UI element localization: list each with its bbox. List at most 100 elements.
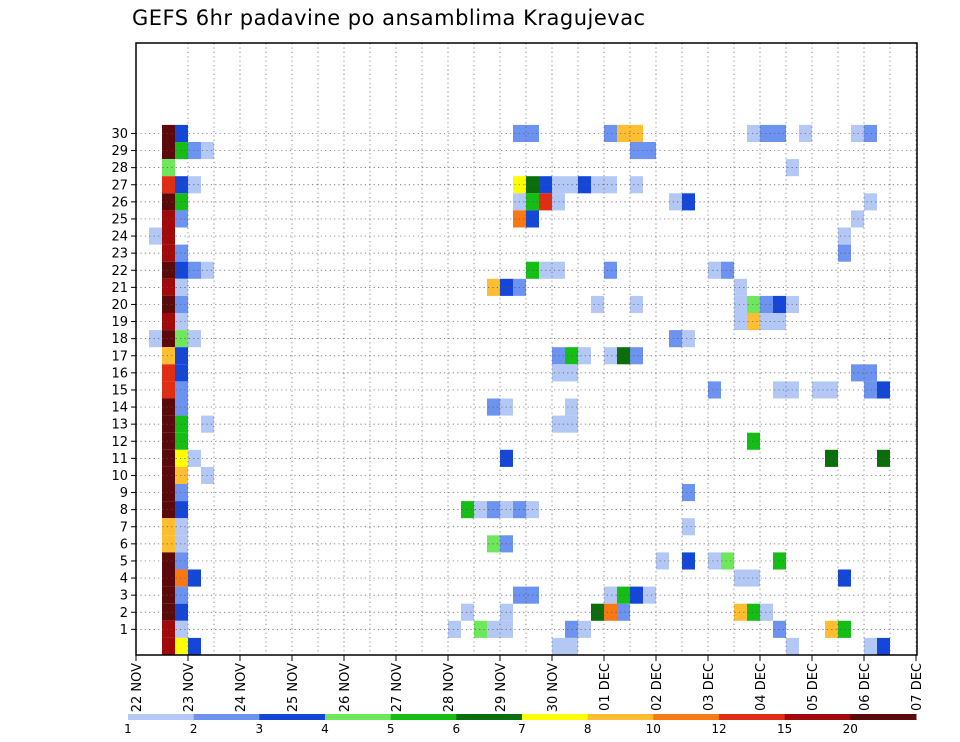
heatmap-cell bbox=[175, 552, 188, 570]
heatmap-cell bbox=[630, 142, 643, 160]
y-tick-label: 4 bbox=[120, 572, 128, 587]
heatmap-cell bbox=[175, 330, 188, 348]
heatmap-cell bbox=[162, 313, 175, 331]
heatmap-cell bbox=[682, 552, 695, 570]
x-tick-label: 27 NOV bbox=[390, 663, 405, 712]
heatmap-cell bbox=[162, 466, 175, 484]
legend-color-swatch bbox=[325, 714, 392, 720]
heatmap-cell bbox=[175, 449, 188, 467]
y-tick-label: 28 bbox=[111, 161, 128, 176]
heatmap-cell bbox=[461, 603, 474, 621]
heatmap-cell bbox=[188, 330, 201, 348]
heatmap-cell bbox=[630, 124, 643, 142]
legend-label: 7 bbox=[518, 722, 526, 736]
heatmap-cell bbox=[864, 124, 877, 142]
x-tick-label: 05 DEC bbox=[806, 663, 821, 711]
heatmap-cell bbox=[162, 261, 175, 279]
heatmap-cell bbox=[669, 193, 682, 211]
heatmap-cell bbox=[708, 261, 721, 279]
heatmap-cell bbox=[604, 124, 617, 142]
heatmap-cell bbox=[682, 193, 695, 211]
y-tick-label: 26 bbox=[111, 195, 128, 210]
x-tick-label: 07 DEC bbox=[910, 663, 925, 711]
y-tick-label: 13 bbox=[111, 418, 128, 433]
heatmap-cell bbox=[578, 620, 591, 638]
heatmap-cell bbox=[175, 347, 188, 365]
heatmap-cell bbox=[175, 484, 188, 502]
heatmap-cell bbox=[630, 295, 643, 313]
heatmap-cell bbox=[188, 637, 201, 655]
heatmap-cell bbox=[604, 603, 617, 621]
x-tick-label: 02 DEC bbox=[650, 663, 665, 711]
heatmap-cell bbox=[162, 603, 175, 621]
heatmap-cell bbox=[175, 244, 188, 262]
y-tick-label: 11 bbox=[111, 452, 128, 467]
x-tick-label: 25 NOV bbox=[286, 663, 301, 712]
heatmap-cell bbox=[175, 176, 188, 194]
heatmap-cell bbox=[864, 364, 877, 382]
heatmap-cell bbox=[734, 569, 747, 587]
heatmap-cell bbox=[604, 261, 617, 279]
heatmap-cell bbox=[162, 432, 175, 450]
legend-label: 10 bbox=[646, 722, 661, 736]
heatmap-cell bbox=[175, 261, 188, 279]
y-tick-label: 16 bbox=[111, 366, 128, 381]
heatmap-cell bbox=[175, 124, 188, 142]
heatmap-cell bbox=[162, 586, 175, 604]
y-tick-label: 8 bbox=[120, 503, 128, 518]
heatmap-cell bbox=[578, 176, 591, 194]
legend-label: 4 bbox=[321, 722, 329, 736]
heatmap-cell bbox=[760, 295, 773, 313]
legend-label: 5 bbox=[387, 722, 395, 736]
heatmap-cell bbox=[175, 278, 188, 296]
heatmap-cells bbox=[149, 124, 890, 655]
heatmap-cell bbox=[175, 466, 188, 484]
heatmap-cell bbox=[162, 347, 175, 365]
x-tick-label: 23 NOV bbox=[182, 663, 197, 712]
y-tick-label: 2 bbox=[120, 606, 128, 621]
y-tick-label: 12 bbox=[111, 435, 128, 450]
x-tick-label: 30 NOV bbox=[546, 663, 561, 712]
y-tick-label: 27 bbox=[111, 178, 128, 193]
x-tick-label: 01 DEC bbox=[598, 663, 613, 711]
heatmap-cell bbox=[162, 637, 175, 655]
legend-color-swatch bbox=[522, 714, 589, 720]
legend-label: 6 bbox=[452, 722, 460, 736]
heatmap-cell bbox=[747, 569, 760, 587]
y-tick-label: 7 bbox=[120, 520, 128, 535]
heatmap-cell bbox=[630, 347, 643, 365]
heatmap-cell bbox=[604, 176, 617, 194]
y-tick-label: 21 bbox=[111, 281, 128, 296]
heatmap-cell bbox=[162, 142, 175, 160]
heatmap-cell bbox=[760, 313, 773, 331]
heatmap-cell bbox=[617, 586, 630, 604]
heatmap-cell bbox=[734, 313, 747, 331]
heatmap-cell bbox=[851, 364, 864, 382]
heatmap-cell bbox=[643, 586, 656, 604]
x-tick-label: 24 NOV bbox=[234, 663, 249, 712]
heatmap-cell bbox=[630, 176, 643, 194]
heatmap-cell bbox=[708, 381, 721, 399]
heatmap-cell bbox=[162, 449, 175, 467]
y-axis-ticks: 1234567891011121314151617181920212223242… bbox=[111, 127, 136, 638]
heatmap-cell bbox=[175, 313, 188, 331]
heatmap-cell bbox=[565, 364, 578, 382]
heatmap-cell bbox=[682, 518, 695, 536]
heatmap-cell bbox=[175, 518, 188, 536]
legend-color-swatch bbox=[587, 714, 654, 720]
legend-color-swatch bbox=[193, 714, 260, 720]
x-tick-label: 04 DEC bbox=[754, 663, 769, 711]
heatmap-cell bbox=[734, 278, 747, 296]
heatmap-cell bbox=[175, 637, 188, 655]
heatmap-cell bbox=[188, 142, 201, 160]
heatmap-cell bbox=[877, 449, 890, 467]
heatmap-cell bbox=[175, 432, 188, 450]
heatmap-cell bbox=[175, 535, 188, 553]
heatmap-cell bbox=[175, 398, 188, 416]
heatmap-cell bbox=[565, 347, 578, 365]
grid-lines bbox=[136, 43, 917, 655]
heatmap-cell bbox=[162, 176, 175, 194]
heatmap-cell bbox=[162, 330, 175, 348]
heatmap-cell bbox=[682, 484, 695, 502]
